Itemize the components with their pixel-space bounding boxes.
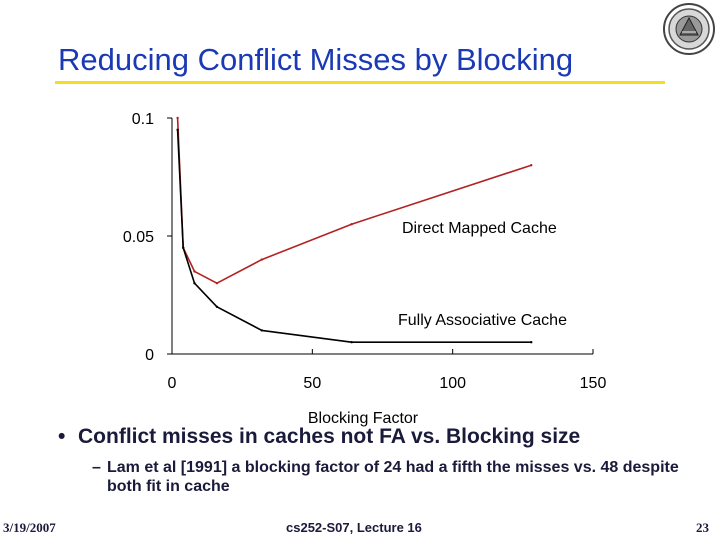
x-tick-label: 50	[303, 375, 321, 392]
bullet-item: • Conflict misses in caches not FA vs. Bl…	[58, 425, 708, 449]
y-tick-label: 0.1	[132, 111, 154, 128]
data-point-direct-mapped	[350, 223, 353, 226]
x-tick-label: 150	[580, 375, 607, 392]
data-point-direct-mapped	[530, 164, 533, 167]
data-point-fully-associative	[193, 282, 196, 285]
bullet-text: Conflict misses in caches not FA vs. Blo…	[78, 425, 581, 448]
chart-labels: 0 50 100 150 0 0.05 0.1 Blocking Factor Direct M…	[123, 111, 607, 427]
sub-bullet-item: – Lam et al [1991] a blocking factor of …	[92, 458, 692, 496]
data-point-fully-associative	[260, 329, 264, 332]
bullet-dot-icon: •	[58, 425, 66, 448]
series-label-fully-associative: Fully Associative Cache	[398, 312, 567, 329]
data-point-fully-associative	[176, 128, 179, 131]
slide-title: Reducing Conflict Misses by Blocking	[58, 42, 574, 77]
chart-series	[176, 116, 533, 344]
footer-course: cs252-S07, Lecture 16	[286, 520, 422, 535]
y-tick-label: 0	[145, 347, 154, 364]
data-point-fully-associative	[215, 305, 219, 308]
x-axis-label: Blocking Factor	[308, 410, 419, 427]
sub-bullet-dash-icon: –	[92, 459, 101, 476]
sub-bullet-text: Lam et al [1991] a blocking factor of 24…	[107, 459, 679, 495]
data-point-fully-associative	[182, 246, 185, 249]
series-label-direct-mapped: Direct Mapped Cache	[402, 220, 557, 237]
title-underline	[55, 81, 665, 84]
y-tick-label: 0.05	[123, 229, 154, 246]
data-point-direct-mapped	[215, 282, 219, 285]
data-point-direct-mapped	[193, 270, 196, 273]
x-tick-label: 100	[439, 375, 466, 392]
series-line-direct-mapped	[176, 117, 532, 285]
data-point-fully-associative	[350, 341, 353, 344]
x-tick-label: 0	[168, 375, 177, 392]
chart: 0 50 100 150 0 0.05 0.1 Blocking Factor Direct M…	[123, 111, 607, 427]
chart-axes	[167, 117, 594, 355]
university-seal-icon	[663, 3, 715, 55]
data-point-direct-mapped	[176, 116, 179, 120]
footer-page-number: 23	[696, 520, 709, 535]
footer-date: 3/19/2007	[3, 520, 56, 535]
data-point-fully-associative	[530, 341, 533, 344]
data-point-direct-mapped	[260, 258, 264, 261]
